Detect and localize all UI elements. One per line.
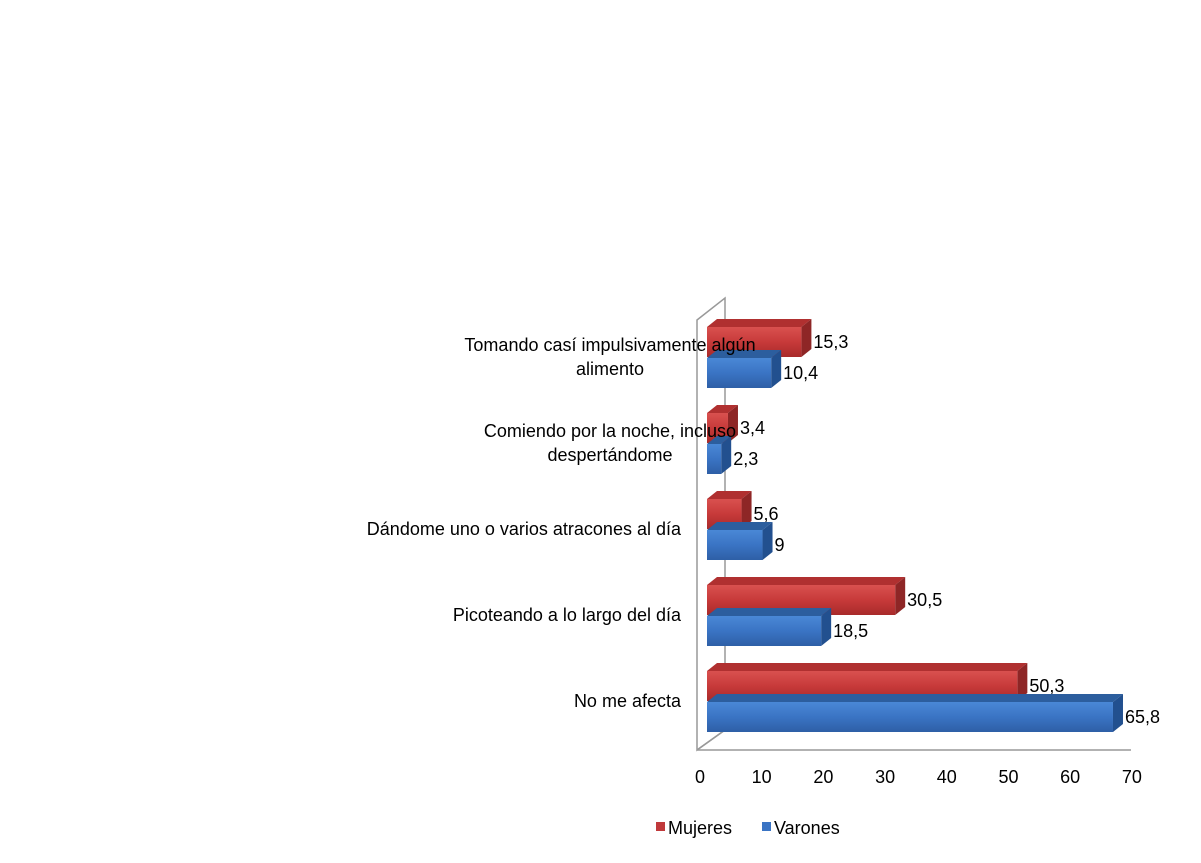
category-label: Picoteando a lo largo del día xyxy=(453,605,682,625)
bar-front-face xyxy=(707,444,722,474)
legend-label-varones: Varones xyxy=(774,818,840,838)
bar-side-face xyxy=(1112,694,1123,732)
data-label: 10,4 xyxy=(783,363,818,383)
bar-side-face xyxy=(771,350,782,388)
data-label: 3,4 xyxy=(740,418,765,438)
data-label: 65,8 xyxy=(1125,707,1160,727)
bar-front-face xyxy=(707,616,822,646)
x-tick-label: 60 xyxy=(1060,767,1080,787)
bar-front-face xyxy=(707,530,763,560)
legend: Mujeres Varones xyxy=(656,818,840,838)
bar-side-face xyxy=(801,319,812,357)
x-tick-label: 20 xyxy=(813,767,833,787)
data-label: 9 xyxy=(775,535,785,555)
bar-front-face xyxy=(707,413,728,443)
bar-side-face xyxy=(741,491,752,529)
bar-varones: 2,3 xyxy=(707,436,758,474)
legend-swatch-mujeres xyxy=(656,822,665,831)
bar-varones: 65,8 xyxy=(707,694,1160,732)
bar-front-face xyxy=(707,702,1113,732)
category-label: Comiendo por la noche, incluso xyxy=(484,421,736,441)
category-label: Tomando casí impulsivamente algún xyxy=(464,335,755,355)
bar-top-face xyxy=(707,491,752,499)
bar-varones: 9 xyxy=(707,522,785,560)
x-tick-label: 40 xyxy=(937,767,957,787)
bar-side-face xyxy=(821,608,832,646)
x-tick-label: 50 xyxy=(998,767,1018,787)
bar-side-face xyxy=(721,436,732,474)
data-label: 5,6 xyxy=(754,504,779,524)
bar-top-face xyxy=(707,694,1123,702)
bar-top-face xyxy=(707,522,773,530)
legend-swatch-varones xyxy=(762,822,771,831)
bar-top-face xyxy=(707,577,906,585)
x-tick-label: 0 xyxy=(695,767,705,787)
bar-side-face xyxy=(727,405,738,443)
bar-top-face xyxy=(707,436,732,444)
category-label: alimento xyxy=(576,359,644,379)
floor xyxy=(696,729,726,751)
bar-top-face xyxy=(707,350,782,358)
category-label: Dándome uno o varios atracones al día xyxy=(367,519,682,539)
bar-mujeres: 3,4 xyxy=(707,405,765,443)
x-tick-label: 10 xyxy=(752,767,772,787)
data-label: 18,5 xyxy=(833,621,868,641)
bar-top-face xyxy=(707,405,738,413)
bar-side-face xyxy=(762,522,773,560)
bar-top-face xyxy=(707,608,832,616)
legend-label-mujeres: Mujeres xyxy=(668,818,732,838)
category-label: despertándome xyxy=(547,445,672,465)
bar-front-face xyxy=(707,358,772,388)
x-tick-label: 70 xyxy=(1122,767,1142,787)
bar-varones: 18,5 xyxy=(707,608,868,646)
x-tick-label: 30 xyxy=(875,767,895,787)
bar-mujeres: 5,6 xyxy=(707,491,779,529)
data-label: 2,3 xyxy=(733,449,758,469)
bar-varones: 10,4 xyxy=(707,350,818,388)
bar-side-face xyxy=(895,577,906,615)
bar-side-face xyxy=(1017,663,1028,701)
category-label: No me afecta xyxy=(574,691,682,711)
bar-top-face xyxy=(707,319,812,327)
bar-top-face xyxy=(707,663,1028,671)
data-label: 15,3 xyxy=(813,332,848,352)
data-label: 50,3 xyxy=(1029,676,1064,696)
data-label: 30,5 xyxy=(907,590,942,610)
